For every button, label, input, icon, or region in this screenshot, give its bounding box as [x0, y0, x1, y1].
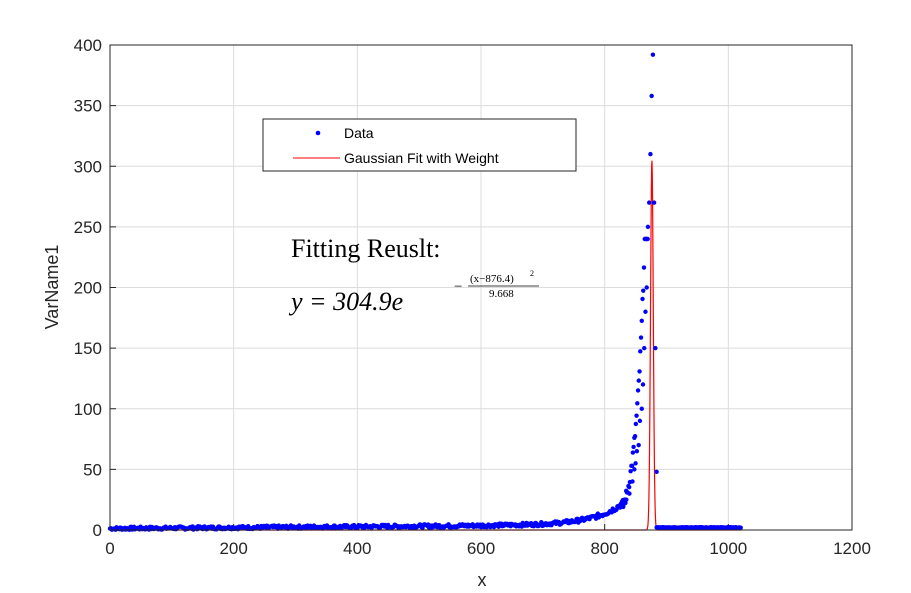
data-point	[622, 497, 627, 502]
data-point	[645, 236, 650, 242]
y-axis-ticks: 0 50 100 150 200 250 300 350 400	[74, 36, 116, 540]
annotation-title: Fitting Reuslt:	[291, 234, 441, 263]
x-tick-label: 1000	[709, 539, 747, 558]
data-point	[641, 265, 647, 270]
data-point	[738, 525, 743, 530]
y-tick-label: 50	[83, 460, 102, 479]
x-tick-label: 0	[105, 539, 114, 558]
annotation-minus: −	[454, 279, 462, 295]
data-point	[630, 450, 636, 455]
data-point	[645, 224, 651, 230]
y-tick-label: 200	[74, 279, 102, 298]
data-point	[648, 151, 653, 157]
data-point	[646, 200, 652, 205]
data-point	[633, 421, 639, 427]
data-point	[651, 200, 657, 205]
data-point	[625, 490, 630, 495]
data-point	[640, 382, 646, 387]
data-point	[649, 93, 654, 99]
y-tick-label: 250	[74, 218, 102, 237]
data-point	[641, 288, 646, 293]
data-point	[636, 378, 641, 383]
data-point	[628, 469, 633, 474]
annotation-numerator: (x−876.4)	[470, 273, 514, 285]
data-point	[623, 500, 628, 506]
y-tick-label: 400	[74, 36, 102, 55]
legend-data-marker	[315, 130, 321, 136]
data-point	[629, 463, 635, 469]
y-tick-label: 150	[74, 339, 102, 358]
data-point	[639, 318, 644, 323]
data-point	[640, 296, 645, 302]
data-point	[638, 335, 644, 340]
data-point	[621, 504, 626, 510]
data-point	[632, 467, 637, 472]
data-point	[634, 413, 639, 418]
x-tick-label: 1200	[833, 539, 871, 558]
data-point	[637, 369, 642, 374]
x-tick-label: 600	[467, 539, 495, 558]
data-point	[644, 285, 649, 290]
data-point	[634, 448, 640, 454]
data-point	[627, 479, 633, 485]
legend-box	[262, 118, 577, 172]
data-point	[539, 519, 544, 525]
legend-label-fit: Gaussian Fit with Weight	[344, 150, 499, 166]
data-point	[633, 461, 638, 466]
data-point	[631, 444, 636, 450]
legend: Data Gaussian Fit with Weight	[262, 118, 577, 172]
y-tick-label: 0	[93, 521, 102, 540]
data-point	[643, 309, 648, 314]
annotation-denominator: 9.668	[489, 288, 514, 300]
y-tick-label: 350	[74, 97, 102, 116]
x-axis-label: x	[478, 570, 487, 590]
x-tick-label: 200	[219, 539, 247, 558]
y-tick-label: 100	[74, 400, 102, 419]
x-tick-label: 400	[343, 539, 371, 558]
data-point	[653, 345, 658, 351]
data-point	[650, 52, 656, 57]
annotation-exponent: 2	[530, 269, 534, 278]
plot-border	[109, 44, 853, 531]
annotation-equation: y = 304.9e	[288, 287, 403, 316]
x-tick-label: 800	[590, 539, 618, 558]
data-point	[632, 433, 638, 439]
data-point	[642, 345, 647, 351]
fit-annotation: Fitting Reuslt: y = 304.9e − (x−876.4) 2…	[288, 234, 539, 316]
data-point	[637, 418, 643, 424]
legend-label-data: Data	[344, 125, 374, 141]
y-axis-label: VarName1	[42, 245, 62, 330]
data-point	[626, 484, 632, 490]
data-point	[635, 388, 641, 393]
data-point	[638, 349, 643, 354]
data-point	[636, 442, 641, 448]
data-point	[635, 401, 640, 406]
data-point	[639, 406, 644, 411]
y-tick-label: 300	[74, 157, 102, 176]
data-point	[654, 469, 659, 474]
